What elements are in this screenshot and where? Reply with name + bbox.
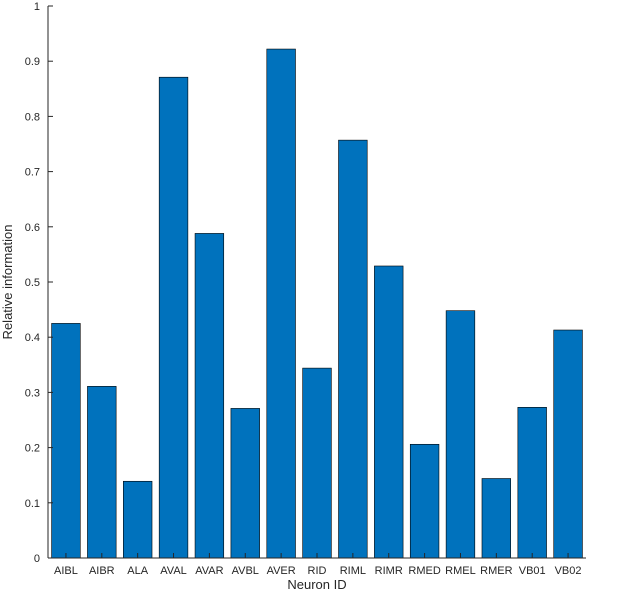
bar-aval <box>158 76 189 559</box>
bar-aver <box>266 48 296 559</box>
bar-avar <box>194 233 225 559</box>
bar-avbl <box>230 408 260 559</box>
bar-rmel <box>445 310 476 559</box>
x-tick-label: AIBR <box>89 565 115 577</box>
y-tick-label: 1 <box>34 1 40 13</box>
x-tick-label: AVBL <box>232 565 259 577</box>
bar-rimr <box>374 265 404 559</box>
y-tick-label: 0.3 <box>25 387 40 399</box>
bar-aibl <box>51 323 81 559</box>
x-ticks-group: AIBL AIBR ALA AVAL AVAR AVBL AVER RID RIML RIMR RM… <box>54 553 582 577</box>
bar-vb02 <box>553 329 583 559</box>
x-tick-label: AIBL <box>54 565 78 577</box>
x-tick-label: VB02 <box>555 565 582 577</box>
bar-ala <box>123 480 153 559</box>
y-tick-label: 0.4 <box>25 332 40 344</box>
bar-riml <box>338 139 368 559</box>
bar-rid <box>302 367 332 559</box>
x-tick-label: RMED <box>408 565 440 577</box>
x-tick-label: RIML <box>340 565 366 577</box>
x-tick-label: RMEL <box>445 565 476 577</box>
x-tick-label: ALA <box>127 565 148 577</box>
y-tick-label: 0 <box>34 553 40 565</box>
y-tick-label: 0.2 <box>25 443 40 455</box>
bars-group <box>51 48 583 559</box>
x-tick-label: AVER <box>267 565 296 577</box>
x-tick-label: RIMR <box>375 565 403 577</box>
y-tick-label: 0.8 <box>25 111 40 123</box>
y-tick-label: 0.7 <box>25 167 40 179</box>
x-tick-label: VB01 <box>519 565 546 577</box>
y-ticks-group: 0 0.1 0.2 0.3 0.4 0.5 0.6 0.7 0.8 0.9 1 <box>25 1 53 565</box>
y-axis-label: Relative information <box>0 225 15 340</box>
x-axis-label: Neuron ID <box>287 577 346 592</box>
y-tick-label: 0.9 <box>25 56 40 68</box>
y-tick-label: 0.5 <box>25 277 40 289</box>
bar-vb01 <box>517 407 547 559</box>
x-tick-label: AVAR <box>195 565 223 577</box>
x-tick-label: AVAL <box>160 565 187 577</box>
x-tick-label: RID <box>308 565 327 577</box>
bar-rmer <box>481 478 511 559</box>
y-tick-label: 0.1 <box>25 498 40 510</box>
bar-aibr <box>87 386 117 559</box>
x-tick-label: RMER <box>480 565 512 577</box>
bar-rmed <box>409 443 440 559</box>
y-tick-label: 0.6 <box>25 222 40 234</box>
